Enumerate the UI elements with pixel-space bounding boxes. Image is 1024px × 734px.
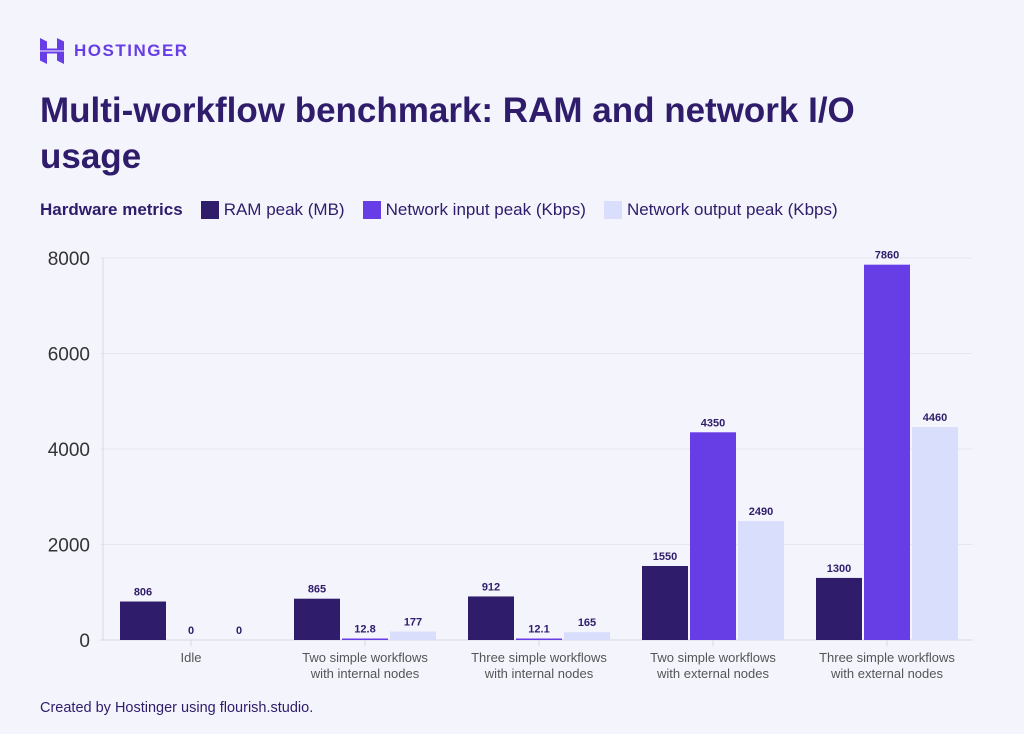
data-label: 7860: [875, 250, 899, 262]
y-tick-label: 2000: [48, 536, 90, 557]
data-label: 806: [134, 587, 152, 599]
bar[interactable]: [864, 264, 910, 640]
y-tick-label: 4000: [48, 440, 90, 461]
bar[interactable]: [120, 601, 166, 640]
bar[interactable]: [294, 598, 340, 640]
data-label: 912: [482, 581, 500, 593]
x-tick-label: Three simple workflows: [471, 650, 607, 665]
bar[interactable]: [912, 427, 958, 640]
data-label: 177: [404, 617, 422, 629]
bar[interactable]: [564, 632, 610, 640]
bar[interactable]: [642, 565, 688, 640]
bar[interactable]: [468, 596, 514, 640]
data-label: 12.8: [354, 624, 375, 636]
bar[interactable]: [816, 577, 862, 640]
y-tick-label: 0: [79, 631, 90, 652]
x-tick-label: Three simple workflows: [819, 650, 955, 665]
data-label: 4460: [923, 412, 947, 424]
data-label: 865: [308, 584, 326, 596]
legend-title: Hardware metrics: [40, 200, 183, 219]
x-tick-label: with internal nodes: [310, 666, 420, 681]
bar[interactable]: [738, 521, 784, 640]
y-tick-label: 6000: [48, 345, 90, 366]
bar[interactable]: [516, 638, 562, 641]
x-tick-label: with external nodes: [830, 666, 944, 681]
x-tick-label: with internal nodes: [484, 666, 594, 681]
y-tick-label: 8000: [48, 249, 90, 270]
footer-credit: Created by Hostinger using flourish.stud…: [40, 700, 314, 716]
data-label: 12.1: [528, 624, 549, 636]
bar[interactable]: [690, 432, 736, 640]
bar[interactable]: [390, 631, 436, 640]
data-label: 165: [578, 617, 596, 629]
legend-item-ram[interactable]: RAM peak (MB): [193, 200, 345, 220]
data-label: 4350: [701, 417, 725, 429]
data-label: 0: [236, 625, 242, 637]
legend: Hardware metrics RAM peak (MB) Network i…: [40, 200, 848, 220]
x-tick-label: with external nodes: [656, 666, 770, 681]
x-tick-label: Two simple workflows: [650, 650, 776, 665]
data-label: 1550: [653, 551, 677, 563]
data-label: 1300: [827, 563, 851, 575]
data-label: 0: [188, 625, 194, 637]
x-tick-label: Idle: [181, 650, 202, 665]
data-label: 2490: [749, 506, 773, 518]
legend-item-net-in[interactable]: Network input peak (Kbps): [355, 200, 586, 220]
x-tick-label: Two simple workflows: [302, 650, 428, 665]
bar[interactable]: [342, 638, 388, 641]
brand-logo: HOSTINGER: [40, 38, 189, 64]
brand-name: HOSTINGER: [74, 41, 189, 60]
legend-item-net-out[interactable]: Network output peak (Kbps): [596, 200, 838, 220]
page-title: Multi-workflow benchmark: RAM and networ…: [40, 91, 855, 176]
hostinger-logo-icon: [40, 38, 64, 64]
